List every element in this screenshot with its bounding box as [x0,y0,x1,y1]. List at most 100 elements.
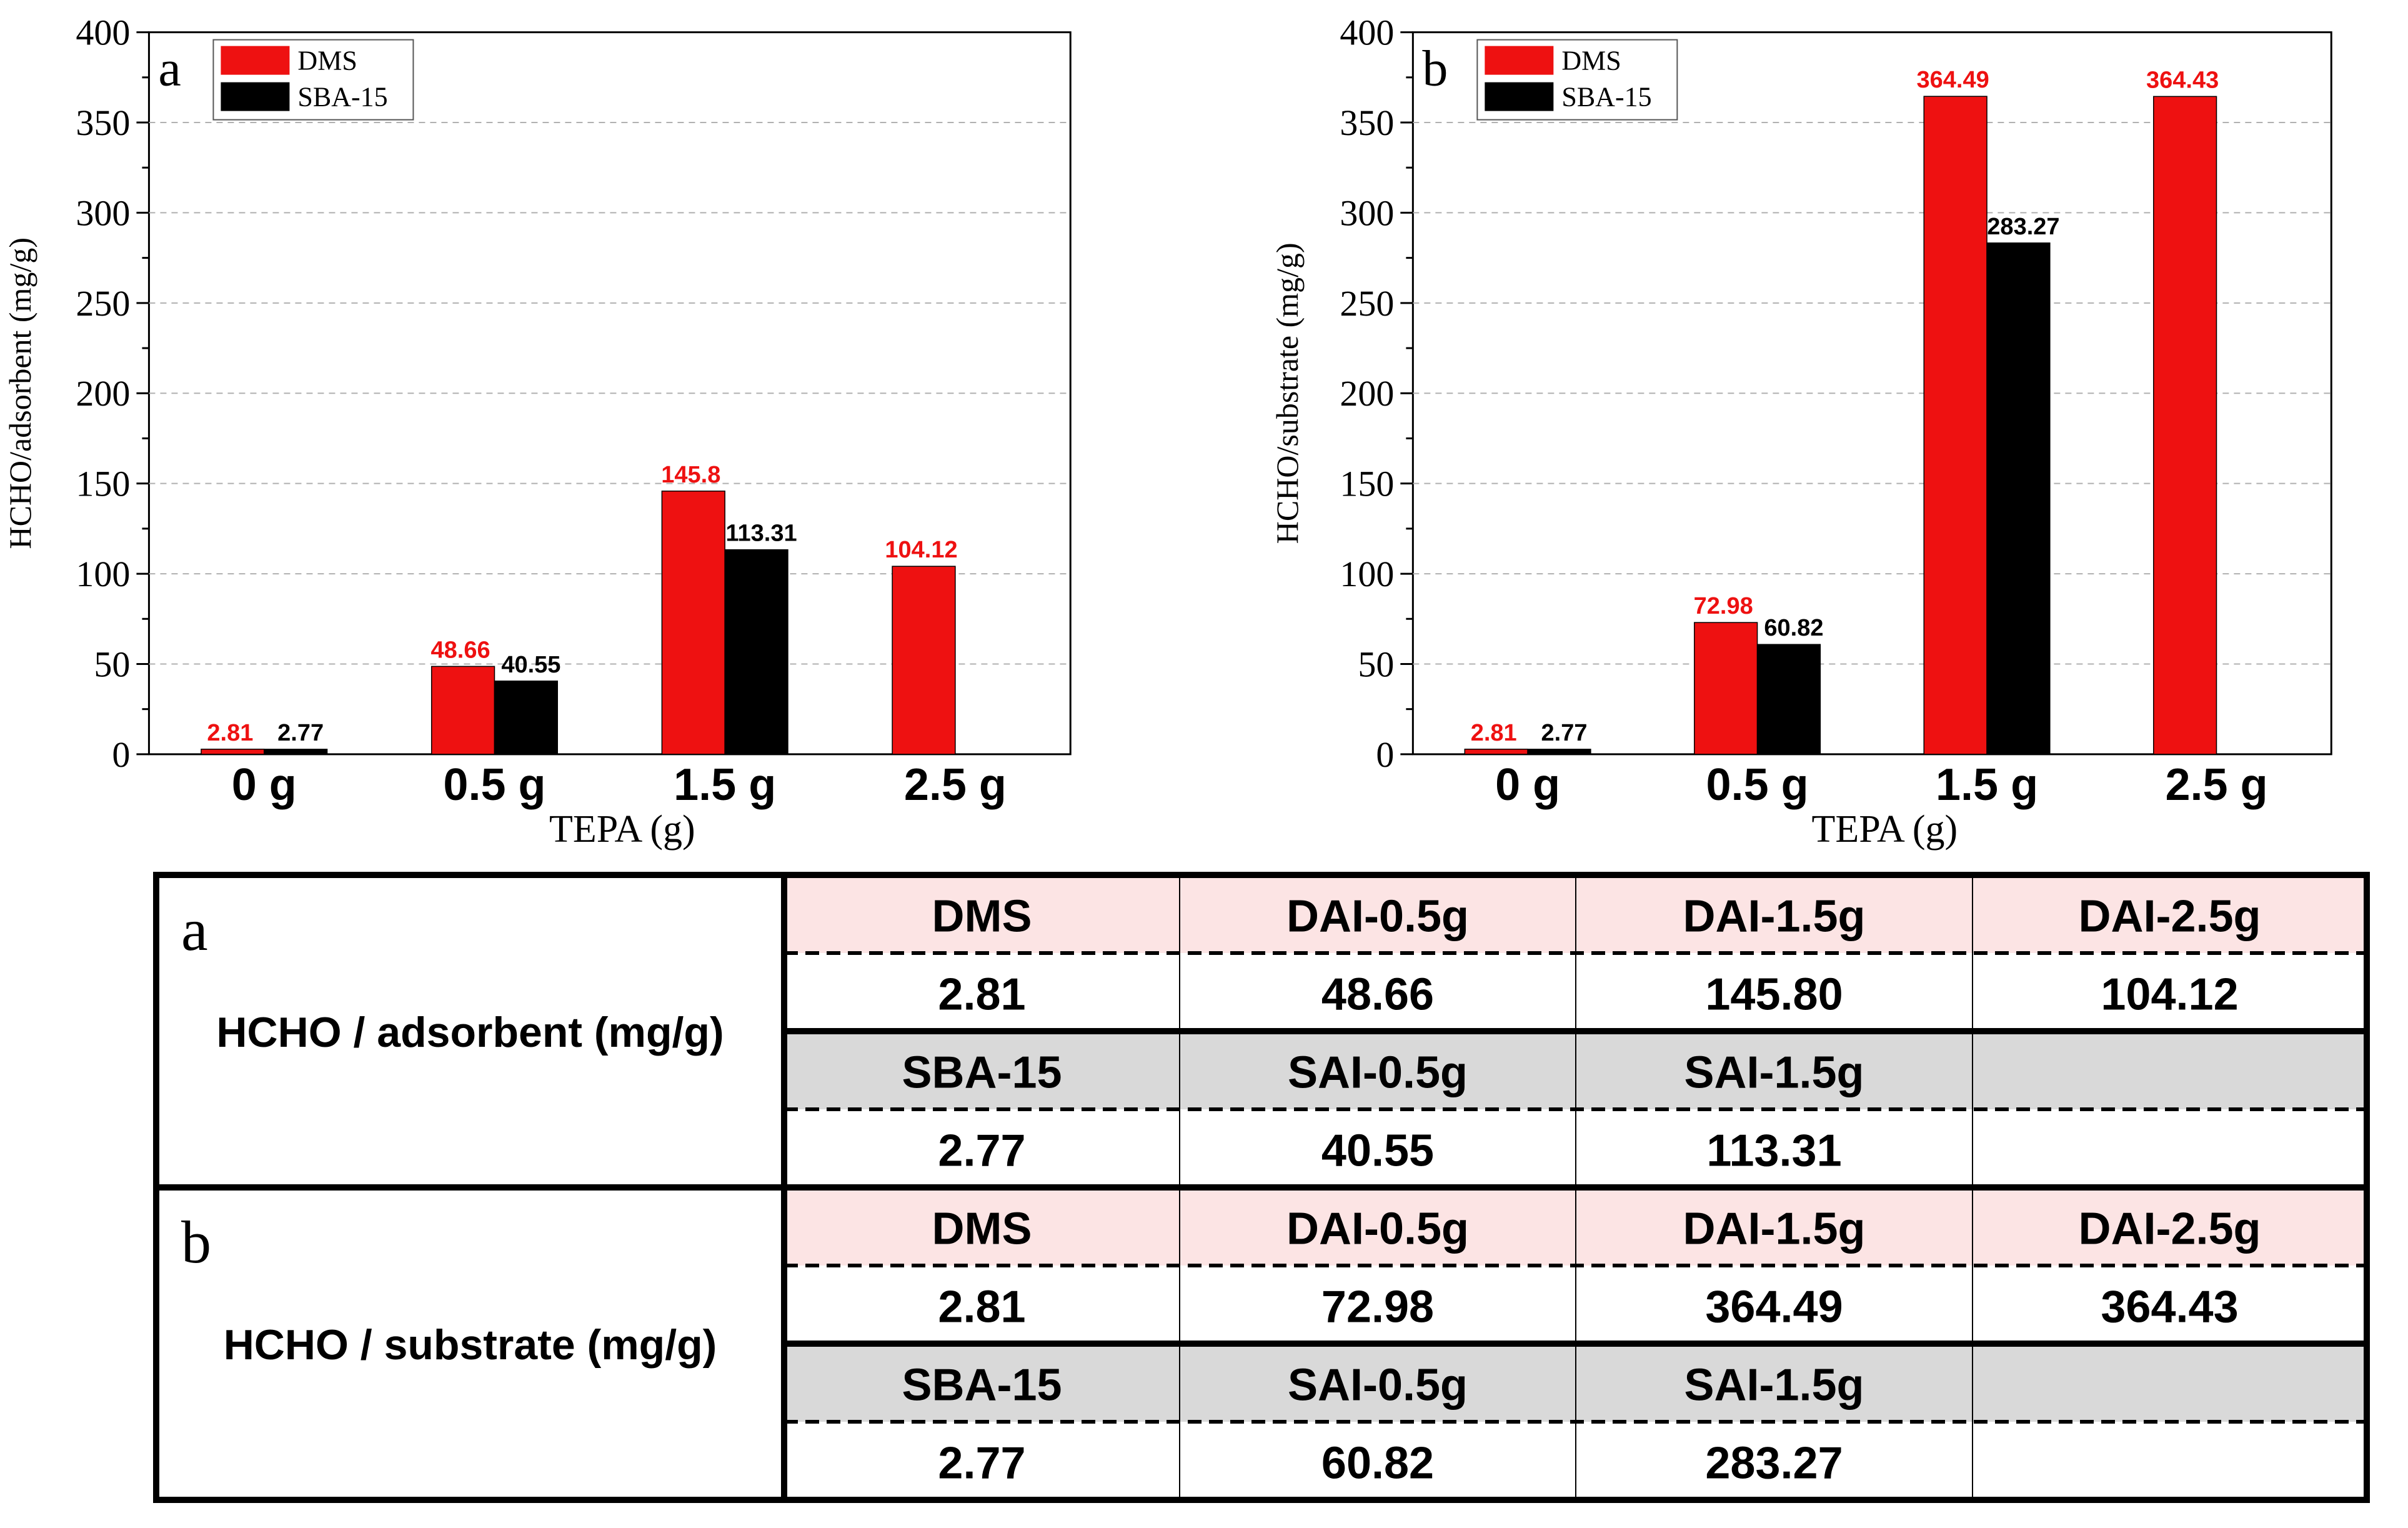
bar-sba-15 [724,549,789,755]
data-label: 60.82 [1764,615,1823,641]
legend-swatch [1485,82,1554,111]
bar-dms [201,749,265,755]
y-tick-label: 300 [76,192,130,233]
table-section-a: DMS DAI-0.5g DAI-1.5g DAI-2.5g 2.81 48.66 145.… [181,875,2367,1187]
data-label: 2.77 [1541,720,1588,746]
x-axis-label: TEPA (g) [549,808,695,851]
y-tick-label: 200 [76,373,130,414]
y-tick-label: 0 [1376,734,1394,775]
x-tick-label: 2.5 g [904,760,1007,810]
data-label: 145.8 [661,462,720,488]
y-tick-label: 100 [1340,554,1394,594]
table-value-cell: 364.43 [2101,1282,2238,1332]
bar-dms [2152,96,2217,755]
table-value-cell: 48.66 [1321,970,1434,1020]
data-label: 113.31 [725,521,797,547]
table-header-cell: SAI-1.5g [1684,1048,1864,1098]
data-label: 72.98 [1694,593,1753,619]
y-tick-label: 0 [112,734,130,775]
x-tick-label: 2.5 g [2165,760,2267,810]
x-tick-label: 0.5 g [1706,760,1809,810]
table-header-cell: SBA-15 [902,1361,1062,1411]
y-tick-label: 250 [76,283,130,324]
bar-dms [1923,96,1988,755]
data-label: 2.81 [1471,720,1517,746]
legend-swatch [221,46,290,75]
x-tick-label: 1.5 g [674,760,776,810]
table-value-cell: 283.27 [1705,1439,1843,1489]
table-header-cell: DAI-1.5g [1683,892,1865,942]
table-value-cell: 104.12 [2101,970,2238,1020]
section-title: HCHO / substrate (mg/g) [224,1321,717,1369]
table-value-cell: 2.77 [938,1439,1025,1489]
panel-letter: a [158,40,181,97]
y-tick-label: 50 [1358,644,1394,684]
y-tick-label: 100 [76,554,130,594]
bar-sba-15 [264,749,328,755]
data-label: 2.81 [207,720,253,746]
bar-dms [661,491,725,755]
table-header-cell: DAI-2.5g [2078,892,2261,942]
summary-table: DMS DAI-0.5g DAI-1.5g DAI-2.5g 2.81 48.66 145.… [153,872,2370,1503]
data-label: 48.66 [431,637,490,663]
data-label: 283.27 [1987,214,2059,240]
y-axis-label: HCHO/adsorbent (mg/g) [2,237,37,549]
table-value-cell: 2.81 [938,1282,1025,1332]
section-title: HCHO / adsorbent (mg/g) [216,1009,724,1056]
legend-label: DMS [297,46,357,76]
table-header-cell: SAI-0.5g [1288,1048,1468,1098]
table-header-cell: DMS [932,892,1032,942]
table-header-cell: DAI-2.5g [2078,1204,2261,1254]
table-value-cell: 2.77 [938,1126,1025,1176]
legend-label: SBA-15 [1561,82,1651,112]
table-header-cell: DAI-1.5g [1683,1204,1865,1254]
y-tick-label: 400 [76,12,130,53]
chart-panel-b: 0 50 100 150 200 250 300 350 400 2.81 2.77 0 g 72.98… [1270,12,2332,851]
legend-swatch [221,82,290,111]
chart-panel-a: 0 50 100 150 200 250 300 350 400 2.81 2.77 0 g 48.66… [2,12,1072,851]
table-header-cell: DAI-0.5g [1286,1204,1469,1254]
table-value-cell: 72.98 [1321,1282,1434,1332]
data-label: 104.12 [885,537,957,563]
bar-sba-15 [1527,749,1591,755]
table-value-cell: 40.55 [1321,1126,1434,1176]
y-tick-label: 250 [1340,283,1394,324]
table-header-cell: SAI-1.5g [1684,1361,1864,1411]
table-value-cell: 364.49 [1705,1282,1843,1332]
x-tick-label: 0 g [1495,760,1560,810]
data-label: 2.77 [277,720,324,746]
bar-dms [430,666,495,755]
panel-letter: b [1422,40,1448,97]
bar-dms [1694,622,1758,755]
legend-label: SBA-15 [297,82,387,112]
section-letter: b [181,1209,211,1276]
x-tick-label: 1.5 g [1936,760,2038,810]
y-tick-label: 350 [1340,102,1394,143]
y-tick-label: 400 [1340,12,1394,53]
bar-dms [1464,749,1528,755]
bar-sba-15 [1756,644,1821,755]
table-header-cell: DMS [932,1204,1032,1254]
table-value-cell: 2.81 [938,970,1025,1020]
bar-dms [892,566,956,755]
data-label: 40.55 [501,652,560,678]
y-axis-label: HCHO/substrate (mg/g) [1270,242,1305,544]
table-value-cell: 145.80 [1705,970,1843,1020]
y-tick-label: 300 [1340,192,1394,233]
x-tick-label: 0.5 g [443,760,545,810]
table-header-cell: SBA-15 [902,1048,1062,1098]
data-label: 364.49 [1917,67,1989,93]
legend-label: DMS [1561,46,1621,76]
y-tick-label: 200 [1340,373,1394,414]
legend-swatch [1485,46,1554,75]
bar-sba-15 [1986,242,2051,755]
table-header-cell: SAI-0.5g [1288,1361,1468,1411]
x-axis-label: TEPA (g) [1811,808,1958,851]
table-header-cell: DAI-0.5g [1286,892,1469,942]
table-value-cell: 113.31 [1706,1126,1841,1176]
section-letter: a [181,896,208,963]
x-tick-label: 0 g [232,760,297,810]
y-tick-label: 50 [94,644,130,684]
